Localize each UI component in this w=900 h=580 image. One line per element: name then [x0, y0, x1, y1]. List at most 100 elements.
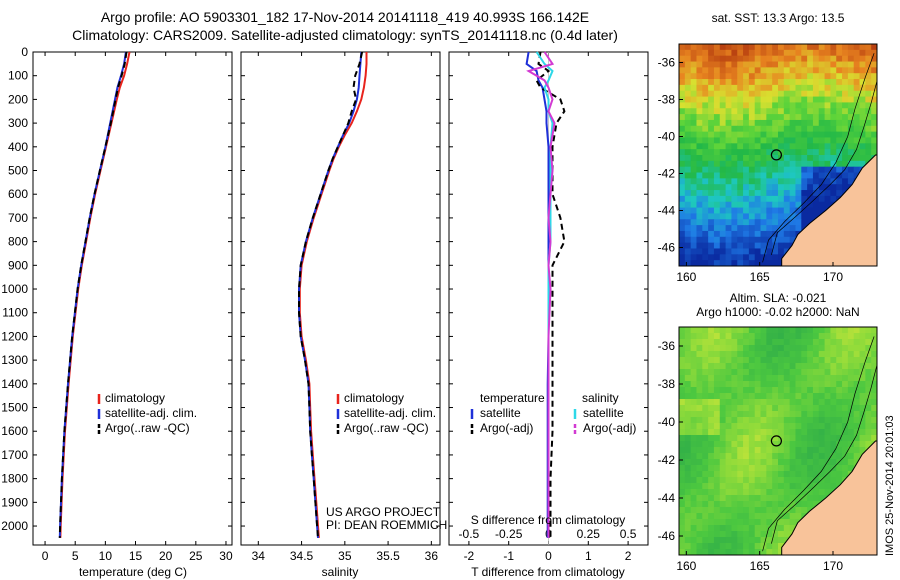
map-cell — [801, 393, 808, 400]
map-cell — [725, 465, 733, 472]
map-cell — [725, 549, 733, 555]
map-cell — [737, 387, 744, 394]
map-cell — [719, 417, 727, 424]
map-cell — [772, 537, 779, 544]
map-cell — [748, 44, 756, 51]
map-cell — [859, 441, 866, 448]
map-cell — [847, 125, 855, 133]
map-cell — [696, 137, 703, 144]
map-cell — [865, 67, 872, 74]
map-cell — [824, 108, 832, 115]
map-cell — [853, 172, 861, 179]
map-cell — [690, 184, 698, 191]
map-cell — [719, 369, 727, 376]
map-cell — [859, 381, 866, 388]
map-cell — [859, 108, 866, 115]
map-cell — [713, 453, 721, 460]
map-cell — [725, 207, 733, 215]
map-cell — [871, 363, 877, 370]
map-cell — [737, 242, 744, 250]
map-cell — [865, 345, 872, 352]
depth-tick-label: 200 — [8, 92, 28, 106]
map-cell — [807, 483, 814, 490]
map-cell — [737, 447, 744, 454]
map-cell — [853, 160, 861, 168]
map-cell — [743, 465, 750, 472]
map-cell — [748, 507, 756, 514]
map-cell — [719, 114, 727, 121]
map-cell — [696, 399, 703, 406]
map-cell — [824, 90, 832, 98]
map-cell — [783, 55, 791, 63]
salinity-plot: 34 34.5 35 35.5 36climatologysatellite-adj. … — [252, 51, 438, 563]
map-cell — [812, 79, 820, 86]
map-cell — [795, 405, 802, 412]
map-cell — [748, 73, 756, 80]
map-cell — [684, 513, 692, 520]
map-cell — [731, 549, 738, 555]
map-cell — [818, 327, 826, 334]
map-cell — [807, 96, 814, 104]
map-cell — [801, 459, 808, 466]
map-cell — [807, 79, 814, 86]
map-cell — [696, 260, 703, 266]
map-cell — [690, 79, 698, 86]
map-cell — [754, 225, 762, 232]
map-cell — [748, 495, 756, 502]
map-cell — [713, 471, 721, 478]
map-cell — [865, 441, 872, 448]
map-cell — [778, 501, 785, 508]
map-cell — [853, 399, 861, 406]
map-cell — [772, 417, 779, 424]
series-line — [526, 51, 556, 538]
map-cell — [807, 435, 814, 442]
map-cell — [690, 166, 698, 174]
map-cell — [789, 73, 797, 80]
map-cell — [772, 178, 779, 185]
map-cell — [847, 166, 855, 174]
map-cell — [737, 363, 744, 370]
map-raster — [679, 44, 877, 266]
map-cell — [684, 248, 692, 255]
map-cell — [679, 333, 686, 340]
map-cell — [737, 178, 744, 185]
map-cell — [708, 429, 715, 436]
map-cell — [679, 339, 686, 346]
map-cell — [824, 160, 832, 168]
map-cell — [853, 435, 861, 442]
map-cell — [719, 453, 727, 460]
map-cell — [772, 339, 779, 346]
map-cell — [731, 363, 738, 370]
map-cell — [836, 351, 843, 358]
map-cell — [818, 201, 826, 209]
map-cell — [702, 67, 709, 74]
map-cell — [708, 465, 715, 472]
map-cell — [766, 495, 773, 502]
map-cell — [801, 399, 808, 406]
map-cell — [731, 102, 738, 109]
map-cell — [748, 184, 756, 191]
map-cell — [871, 49, 877, 57]
map-cell — [836, 339, 843, 346]
map-cell — [754, 137, 762, 144]
map-cell — [795, 399, 802, 406]
map-cell — [737, 489, 744, 496]
map-cell — [708, 351, 715, 358]
map-cell — [737, 393, 744, 400]
map-cell — [719, 219, 727, 226]
map-cell — [865, 44, 872, 51]
map-cell — [754, 172, 762, 179]
map-cell — [754, 501, 762, 508]
map-cell — [696, 495, 703, 502]
map-cell — [725, 495, 733, 502]
map-cell — [684, 131, 692, 139]
map-cell — [847, 55, 855, 63]
map-cell — [801, 501, 808, 508]
map-cell — [708, 345, 715, 352]
map-cell — [766, 96, 773, 104]
map-cell — [801, 351, 808, 358]
map-cell — [679, 537, 686, 544]
map-cell — [708, 73, 715, 80]
map-cell — [679, 219, 686, 226]
map-cell — [754, 114, 762, 121]
